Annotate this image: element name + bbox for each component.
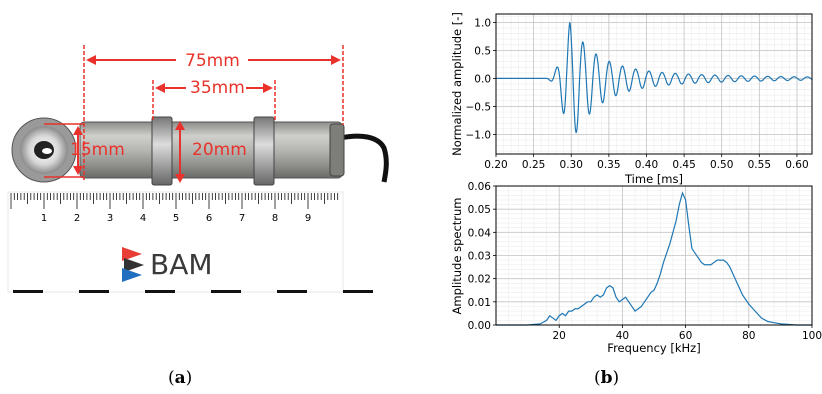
dim-label-35mm: 35mm	[190, 78, 245, 98]
bam-logo-mark-dark	[124, 258, 144, 272]
y-tick-label: 0.00	[468, 320, 491, 332]
waveform-major-grid	[495, 14, 812, 154]
x-tick-label: 100	[802, 330, 822, 342]
waveform-ylabel: Normalized amplitude [-]	[450, 12, 464, 156]
ruler-number: 1	[41, 213, 47, 224]
ruler-number: 5	[173, 213, 179, 224]
dimension-labels: 75mm 35mm 15mm 20mm	[70, 51, 247, 160]
ruler-body	[7, 191, 344, 293]
ruler-numbers: 1 2 3 4 5 6 7 8 9	[41, 213, 311, 224]
y-tick-label: 0.05	[468, 204, 491, 216]
spectrum-y-ticks: 0.00 0.01 0.02 0.03 0.04 0.05 0.06	[468, 181, 496, 332]
waveform-plot-frame	[495, 13, 813, 155]
x-tick-label: 0.25	[522, 159, 545, 171]
spectrum-x-ticks: 20 40 60 80 100	[553, 325, 822, 342]
bam-logo: BAM	[122, 247, 213, 282]
waveform-x-ticks: 0.20 0.25 0.30 0.35 0.40 0.45 0.50 0.55 0.60	[484, 154, 809, 171]
x-tick-label: 60	[679, 330, 692, 342]
y-tick-label: 0.03	[468, 251, 491, 263]
x-tick-label: 0.40	[635, 159, 658, 171]
x-tick-label: 0.50	[710, 159, 733, 171]
bam-logo-mark-red	[122, 247, 142, 261]
x-tick-label: 0.55	[748, 159, 771, 171]
y-tick-label: 0.5	[474, 45, 491, 57]
ruler-number: 4	[140, 213, 146, 224]
y-tick-label: 0.0	[474, 73, 491, 85]
sensor-cable	[339, 133, 389, 183]
waveform-chart: 0.20 0.25 0.30 0.35 0.40 0.45 0.50 0.55 0.60 −1.…	[450, 12, 813, 186]
sensor-photo	[11, 116, 389, 186]
caption-a: (a)	[168, 368, 193, 388]
dimension-annotations	[44, 45, 344, 183]
x-tick-label: 0.60	[785, 159, 808, 171]
ruler-number: 3	[107, 213, 113, 224]
y-tick-label: 0.04	[468, 227, 492, 239]
x-tick-label: 0.45	[672, 159, 695, 171]
sensor-ring-1	[151, 116, 173, 186]
ruler-number: 6	[206, 213, 212, 224]
ruler-bottom-mark	[277, 290, 307, 293]
waveform-series-line	[496, 22, 813, 134]
sensor-end-cap	[329, 123, 345, 177]
spectrum-xlabel: Frequency [kHz]	[607, 341, 700, 355]
y-tick-label: 1.0	[474, 17, 491, 29]
ruler-number: 2	[74, 213, 80, 224]
ruler-bottom-marks	[13, 290, 373, 293]
ruler-ticks	[10, 193, 339, 209]
y-tick-label: 0.06	[468, 181, 492, 193]
dim-label-15mm: 15mm	[70, 140, 125, 160]
ruler-bottom-mark	[79, 290, 109, 293]
waveform-xlabel: Time [ms]	[624, 172, 683, 186]
spectrum-ylabel: Amplitude spectrum	[450, 197, 464, 314]
x-tick-label: 0.20	[484, 159, 507, 171]
ruler-number: 7	[239, 213, 245, 224]
x-tick-label: 80	[742, 330, 755, 342]
x-tick-label: 0.35	[597, 159, 620, 171]
ruler-bottom-mark	[343, 290, 373, 293]
y-tick-label: −1.0	[466, 129, 492, 141]
ruler: 1 2 3 4 5 6 7 8 9 BAM	[7, 191, 373, 293]
ruler-number: 8	[272, 213, 278, 224]
y-tick-label: −0.5	[466, 101, 492, 113]
bam-logo-text: BAM	[150, 248, 213, 281]
spectrum-series-line	[496, 191, 812, 326]
dim-label-75mm: 75mm	[185, 51, 240, 71]
ruler-number: 9	[305, 213, 311, 224]
spectrum-chart: 20 40 60 80 100 0.00 0.01 0.02 0.03 0.04 0.05 0.06…	[450, 181, 822, 355]
x-tick-label: 0.30	[560, 159, 583, 171]
ruler-bottom-mark	[13, 290, 43, 293]
sensor-face-highlight	[42, 148, 52, 154]
x-tick-label: 40	[616, 330, 629, 342]
ruler-bottom-mark	[211, 290, 241, 293]
waveform-y-ticks: −1.0 −0.5 0.0 0.5 1.0	[466, 17, 496, 141]
ruler-bottom-mark	[145, 290, 175, 293]
y-tick-label: 0.01	[468, 297, 491, 309]
sensor-ring-2	[253, 116, 275, 186]
bam-logo-mark-blue	[122, 268, 142, 282]
y-tick-label: 0.02	[468, 274, 491, 286]
dim-label-20mm: 20mm	[192, 140, 247, 160]
x-tick-label: 20	[553, 330, 566, 342]
caption-b: (b)	[594, 368, 620, 388]
